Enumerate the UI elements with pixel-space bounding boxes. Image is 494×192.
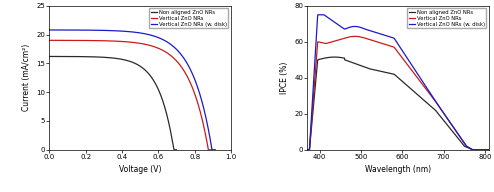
- Vertical ZnO NRs: [155, 47, 161, 49]
- Vertical ZnO NRs: [443, 115, 449, 117]
- Y-axis label: Current (mA/cm²): Current (mA/cm²): [22, 44, 31, 111]
- Vertical ZnO NRs: [142, 43, 148, 45]
- Vertical ZnO NRs: [75, 39, 81, 41]
- Vertical ZnO NRs: [120, 40, 125, 43]
- Vertical ZnO NRs: [352, 35, 358, 37]
- Vertical ZnO NRs (w. disk): [304, 149, 310, 151]
- Non aligned ZnO NRs: [304, 149, 310, 151]
- Non aligned ZnO NRs: [69, 55, 75, 58]
- X-axis label: Wavelength (nm): Wavelength (nm): [365, 166, 431, 175]
- Non aligned ZnO NRs: [486, 149, 492, 151]
- Non aligned ZnO NRs: [46, 55, 52, 58]
- Non aligned ZnO NRs: [131, 62, 137, 64]
- Line: Vertical ZnO NRs: Vertical ZnO NRs: [307, 36, 489, 150]
- Vertical ZnO NRs (w. disk): [89, 29, 95, 31]
- Vertical ZnO NRs: [304, 149, 310, 151]
- Vertical ZnO NRs: [461, 142, 467, 144]
- Non aligned ZnO NRs: [443, 122, 449, 124]
- Line: Vertical ZnO NRs: Vertical ZnO NRs: [49, 40, 211, 150]
- Non aligned ZnO NRs: [461, 145, 467, 147]
- Vertical ZnO NRs (w. disk): [212, 149, 218, 151]
- Vertical ZnO NRs (w. disk): [461, 142, 467, 144]
- Y-axis label: IPCE (%): IPCE (%): [280, 62, 288, 94]
- Non aligned ZnO NRs: [420, 98, 426, 101]
- Vertical ZnO NRs: [168, 55, 174, 57]
- Vertical ZnO NRs: [410, 71, 416, 73]
- Vertical ZnO NRs (w. disk): [144, 33, 150, 35]
- Non aligned ZnO NRs: [121, 59, 127, 61]
- Vertical ZnO NRs (w. disk): [415, 73, 421, 76]
- Vertical ZnO NRs: [420, 84, 426, 87]
- Vertical ZnO NRs: [206, 149, 211, 151]
- Vertical ZnO NRs (w. disk): [443, 115, 449, 117]
- Vertical ZnO NRs: [46, 39, 52, 41]
- Vertical ZnO NRs (w. disk): [420, 82, 426, 84]
- Vertical ZnO NRs (w. disk): [209, 149, 215, 151]
- Vertical ZnO NRs (w. disk): [171, 46, 177, 48]
- Vertical ZnO NRs (w. disk): [157, 37, 163, 40]
- Vertical ZnO NRs (w. disk): [315, 14, 321, 16]
- Non aligned ZnO NRs: [104, 56, 110, 59]
- Vertical ZnO NRs: [415, 77, 421, 79]
- Vertical ZnO NRs (w. disk): [76, 29, 82, 31]
- Non aligned ZnO NRs: [410, 90, 416, 92]
- Non aligned ZnO NRs: [316, 58, 322, 61]
- Line: Non aligned ZnO NRs: Non aligned ZnO NRs: [307, 57, 489, 150]
- Vertical ZnO NRs (w. disk): [122, 30, 127, 32]
- Vertical ZnO NRs: [208, 149, 214, 151]
- Line: Non aligned ZnO NRs: Non aligned ZnO NRs: [49, 56, 176, 150]
- Non aligned ZnO NRs: [79, 55, 85, 58]
- Non aligned ZnO NRs: [142, 69, 148, 71]
- Line: Vertical ZnO NRs (w. disk): Vertical ZnO NRs (w. disk): [307, 15, 489, 150]
- Legend: Non aligned ZnO NRs, Vertical ZnO NRs, Vertical ZnO NRs (w. disk): Non aligned ZnO NRs, Vertical ZnO NRs, V…: [149, 8, 228, 28]
- X-axis label: Voltage (V): Voltage (V): [119, 166, 162, 175]
- Vertical ZnO NRs (w. disk): [316, 14, 322, 16]
- Non aligned ZnO NRs: [173, 149, 179, 151]
- Legend: Non aligned ZnO NRs, Vertical ZnO NRs, Vertical ZnO NRs (w. disk): Non aligned ZnO NRs, Vertical ZnO NRs, V…: [407, 8, 487, 28]
- Line: Vertical ZnO NRs (w. disk): Vertical ZnO NRs (w. disk): [49, 30, 215, 150]
- Vertical ZnO NRs (w. disk): [410, 66, 416, 68]
- Vertical ZnO NRs: [88, 39, 94, 42]
- Vertical ZnO NRs: [316, 41, 322, 43]
- Non aligned ZnO NRs: [331, 56, 337, 58]
- Vertical ZnO NRs (w. disk): [486, 149, 492, 151]
- Vertical ZnO NRs: [486, 149, 492, 151]
- Vertical ZnO NRs (w. disk): [46, 29, 52, 31]
- Non aligned ZnO NRs: [415, 94, 421, 96]
- Non aligned ZnO NRs: [171, 149, 177, 151]
